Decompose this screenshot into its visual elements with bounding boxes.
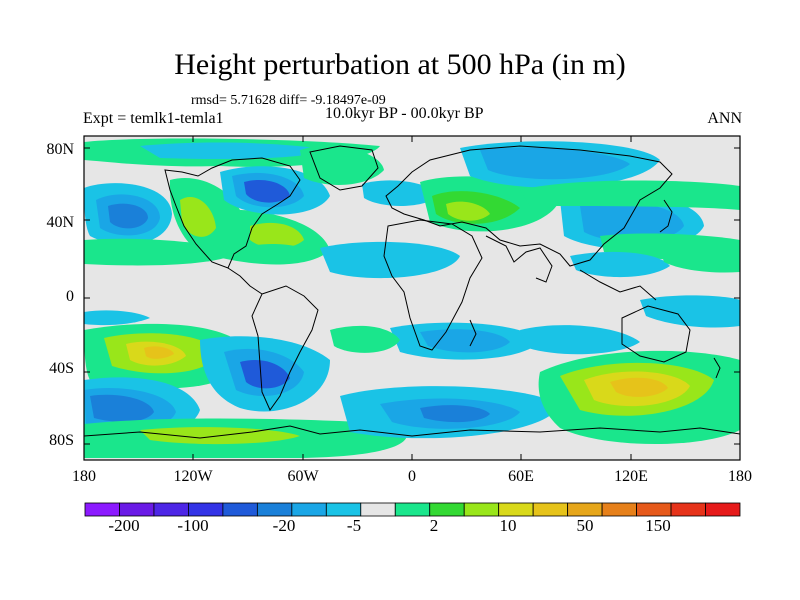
lat-tick-label: 0 [66,288,74,305]
contour-region [144,346,174,359]
contour-region [362,180,440,206]
contour-region [480,147,630,180]
contour-region [660,248,740,273]
contour-region [320,241,460,279]
lon-tick-label: 120E [614,468,648,485]
colorbar-label: -5 [346,516,362,535]
contour-region [244,179,290,203]
rmsd-diff-text: rmsd= 5.71628 diff= -9.18497e-09 [191,93,386,108]
contour-region [610,377,668,397]
lat-tick-label: 80S [49,432,74,449]
lon-tick-label: 0 [408,468,416,485]
coastline [579,269,657,301]
colorbar-swatch [84,502,120,517]
contour-region [140,142,330,160]
coastline-layer [84,145,740,439]
colorbar-swatch [119,502,155,517]
colorbar-swatch [153,502,189,517]
contour-region [300,146,384,185]
colorbar [84,502,741,517]
colorbar-swatch [291,502,327,517]
contour-region [520,325,640,355]
colorbar-label: -100 [177,516,209,535]
contour-region [84,238,240,266]
lon-tick-label: 60W [287,468,319,485]
contour-region [330,325,400,353]
colorbar-swatch [636,502,672,517]
colorbar-label: 150 [645,516,671,535]
contour-region [640,295,740,328]
period-text: 10.0kyr BP - 00.0kyr BP [325,105,484,122]
colorbar-label: -20 [272,516,296,535]
coastline [659,199,673,233]
coastline [469,319,477,347]
colorbar-swatch [429,502,465,517]
coastline [227,267,263,295]
colorbar-swatch [256,502,293,517]
colorbar-label: 10 [499,516,517,535]
colorbar-swatch [705,502,741,517]
contour-region [84,310,150,326]
coastline [713,357,721,379]
axis-ticks [83,136,741,460]
contour-region [420,405,490,423]
lat-tick-label: 80N [46,141,74,158]
colorbar-swatch [360,502,396,517]
season-label: ANN [707,110,742,127]
colorbar-swatch [325,502,362,517]
lon-tick-label: 60E [508,468,534,485]
contour-region [250,244,310,259]
contour-region [580,201,684,242]
colorbar-label: 2 [429,516,439,535]
lat-tick-label: 40N [46,214,74,231]
lon-tick-label: 180 [72,468,96,485]
lon-tick-label: 180 [728,468,752,485]
contour-region [240,359,290,389]
lat-tick-label: 40S [49,360,74,377]
lon-tick-label: 120W [173,468,213,485]
colorbar-swatch [567,502,603,517]
colorbar-swatch [670,502,706,517]
contour-region [250,222,304,249]
coastline [251,285,319,412]
coastline [621,305,691,363]
colorbar-swatch [188,502,224,517]
colorbar-swatch [601,502,637,517]
colorbar-swatch [532,502,569,517]
colorbar-label: 50 [576,516,594,535]
contour-region [570,251,670,278]
contour-region [90,394,154,422]
colorbar-swatch [394,502,431,517]
coastline [309,145,379,191]
colorbar-label: -200 [108,516,140,535]
contour-fill-layer [84,136,740,460]
coastline [164,157,301,269]
contour-region [446,201,490,221]
coastline [383,219,483,351]
colorbar-swatch [498,502,534,517]
colorbar-swatch [463,502,500,517]
contour-region [180,196,216,237]
contour-region [108,203,148,229]
coastline [84,425,740,439]
coastline [485,235,553,283]
contour-region [520,180,740,210]
contour-region [420,329,510,353]
colorbar-swatch [222,502,258,517]
experiment-label: Expt = temlk1-temla1 [83,110,224,127]
plot-title: Height perturbation at 500 hPa (in m) [174,48,626,81]
